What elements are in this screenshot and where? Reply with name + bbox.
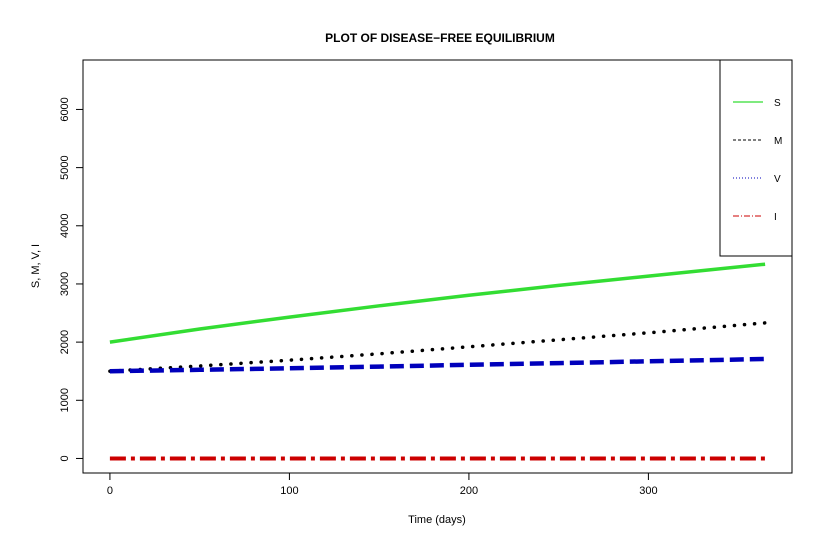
y-tick-label: 1000 [59, 388, 71, 412]
legend-label-s: S [774, 98, 781, 109]
x-axis-label: Time (days) [408, 514, 466, 526]
legend: S M V I [719, 59, 793, 257]
y-tick-label: 0 [59, 455, 71, 461]
y-tick-label: 4000 [59, 214, 71, 238]
x-tick-label: 300 [639, 485, 657, 497]
series-line-m [108, 321, 767, 373]
legend-label-i: I [774, 212, 777, 223]
y-axis-label: S, M, V, I [30, 244, 42, 288]
y-tick-label: 5000 [59, 155, 71, 179]
plot-area [82, 59, 793, 474]
chart-title: PLOT OF DISEASE−FREE EQUILIBRIUM [325, 31, 555, 45]
legend-label-m: M [774, 136, 782, 147]
y-tick-label: 2000 [59, 330, 71, 354]
x-tick-label: 100 [280, 485, 298, 497]
legend-label-v: V [774, 174, 781, 185]
series-layer [108, 262, 767, 461]
y-tick-label: 6000 [59, 97, 71, 121]
x-tick-label: 0 [107, 485, 113, 497]
series-line-s [109, 262, 766, 344]
y-tick-label: 3000 [59, 272, 71, 296]
x-tick-label: 200 [460, 485, 478, 497]
series-line-v [109, 356, 766, 374]
legend-box [719, 59, 793, 257]
